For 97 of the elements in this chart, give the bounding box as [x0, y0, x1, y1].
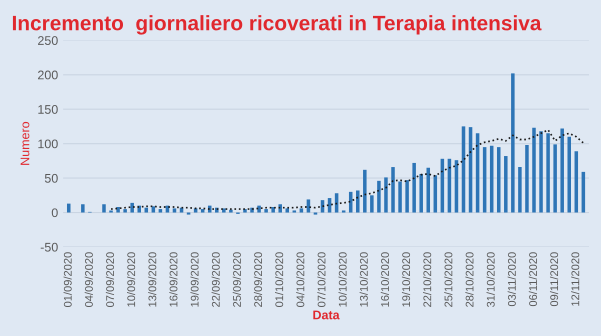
x-tick-label: 01/09/2020 — [64, 252, 72, 307]
x-tick-label: 10/10/2020 — [338, 252, 347, 307]
y-tick-label: 0 — [52, 208, 58, 218]
x-tick-label: 16/09/2020 — [169, 252, 178, 307]
bar — [158, 209, 162, 213]
bar — [172, 208, 176, 213]
bar — [377, 180, 381, 213]
bar — [567, 136, 572, 213]
bar — [306, 199, 310, 213]
x-tick-label: 25/09/2020 — [232, 252, 241, 307]
bar — [123, 209, 127, 213]
bar — [144, 208, 148, 213]
bar — [180, 208, 184, 213]
x-tick-label: 13/10/2020 — [360, 252, 368, 307]
bar — [152, 206, 156, 213]
x-tick-label: 16/10/2020 — [380, 252, 389, 307]
bar — [109, 210, 113, 213]
bar — [574, 151, 578, 213]
bar — [348, 192, 352, 213]
x-tick-label: 10/09/2020 — [127, 252, 136, 307]
x-tick-label: 12/11/2020 — [571, 252, 580, 306]
bar — [334, 193, 338, 213]
bar — [462, 126, 466, 213]
bar — [264, 209, 268, 213]
bar — [194, 208, 198, 213]
chart-title: Incremento giornaliero ricoverati in Terapia intensiva — [12, 15, 542, 35]
bar — [320, 200, 324, 213]
y-tick-label: 100 — [38, 139, 58, 148]
x-tick-label: 06/11/2020 — [528, 252, 537, 306]
bar — [539, 131, 543, 213]
bar — [370, 195, 374, 213]
bar — [468, 127, 472, 213]
bar — [229, 210, 233, 213]
bar — [504, 156, 508, 213]
y-axis-title: Numero — [20, 122, 30, 165]
x-tick-label: 04/09/2020 — [84, 252, 93, 307]
bar — [546, 133, 550, 213]
bar — [496, 147, 501, 213]
bar — [271, 207, 275, 213]
bar — [200, 209, 204, 213]
x-tick-label: 04/10/2020 — [296, 252, 304, 307]
x-tick-label: 31/10/2020 — [486, 252, 495, 307]
bar — [454, 160, 458, 213]
x-tick-label: 22/09/2020 — [212, 252, 220, 307]
bar — [363, 170, 367, 213]
x-tick-label: 07/09/2020 — [106, 252, 114, 307]
x-axis-title: Data — [313, 310, 340, 320]
x-tick-label: 01/10/2020 — [275, 252, 284, 307]
y-tick-label: 250 — [38, 36, 58, 45]
bar — [257, 206, 261, 213]
bar — [440, 158, 444, 213]
x-tick-label: 19/10/2020 — [402, 252, 410, 307]
x-tick-label: 07/10/2020 — [317, 252, 326, 307]
bar — [553, 144, 557, 213]
bar — [81, 204, 85, 213]
bar — [66, 204, 71, 213]
bar — [511, 73, 515, 213]
bar — [490, 146, 494, 213]
bar — [102, 204, 106, 213]
bar — [419, 174, 423, 213]
bar — [166, 206, 170, 213]
bar — [286, 208, 290, 213]
bar — [525, 145, 529, 213]
bar — [560, 128, 564, 213]
bar — [476, 133, 480, 213]
x-tick-label: 28/10/2020 — [465, 252, 474, 307]
bar — [391, 167, 395, 213]
bar — [532, 128, 536, 213]
x-tick-label: 13/09/2020 — [148, 252, 156, 307]
x-tick-label: 25/10/2020 — [444, 252, 452, 307]
bar — [328, 198, 332, 213]
bar — [116, 207, 120, 213]
bar — [292, 210, 296, 213]
bar — [130, 202, 134, 213]
bar — [405, 180, 409, 213]
x-tick-label: 09/11/2020 — [550, 252, 558, 306]
x-tick-label: 03/11/2020 — [508, 252, 516, 306]
bar — [518, 167, 522, 213]
y-tick-label: -50 — [40, 242, 58, 252]
y-tick-label: 200 — [38, 70, 58, 80]
x-tick-label: 19/09/2020 — [190, 252, 199, 307]
bar — [342, 210, 346, 213]
y-tick-label: 150 — [38, 105, 58, 114]
x-tick-label: 28/09/2020 — [254, 252, 262, 307]
bar — [398, 182, 402, 213]
bar — [384, 177, 388, 213]
bar — [426, 168, 430, 213]
x-tick-label: 22/10/2020 — [423, 252, 432, 307]
bar — [482, 147, 486, 213]
bar — [412, 162, 416, 213]
bar — [356, 190, 360, 213]
bar — [582, 172, 586, 213]
bar — [448, 158, 452, 213]
line-series — [110, 129, 584, 210]
bar — [300, 208, 304, 213]
y-tick-label: 50 — [44, 174, 58, 183]
bar — [434, 175, 438, 213]
